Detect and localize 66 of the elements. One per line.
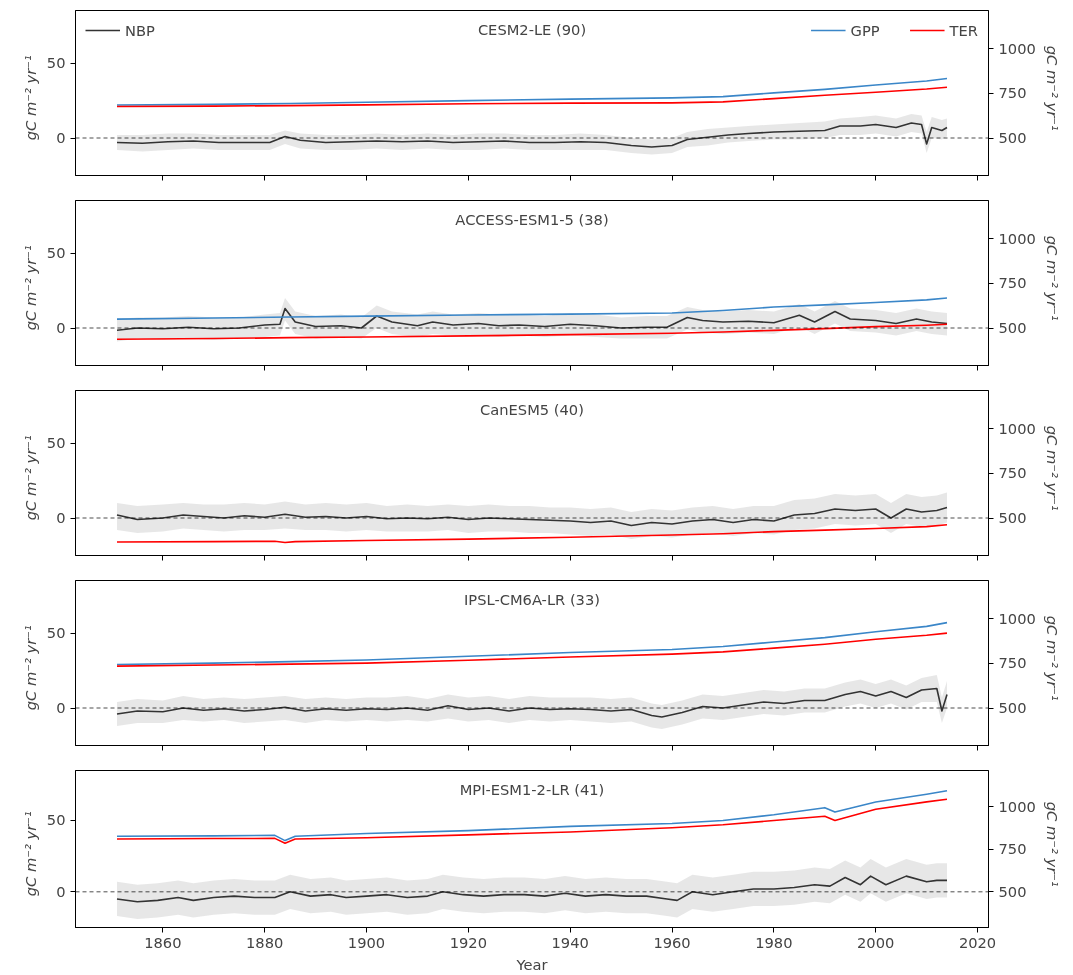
y-axis-title: gC m⁻² yr⁻¹ xyxy=(21,55,39,141)
y2-tick-label: 750 xyxy=(998,464,1027,482)
y2-tick-label: 750 xyxy=(998,654,1027,672)
line-series xyxy=(116,297,948,320)
y-tick-label: 50 xyxy=(46,811,66,829)
y2-tick-label: 1000 xyxy=(998,609,1036,627)
line-series xyxy=(116,506,948,527)
y2-tick-label: 500 xyxy=(998,129,1027,147)
y-tick-label: 50 xyxy=(46,54,66,71)
line-series xyxy=(116,524,948,544)
y2-tick-label: 500 xyxy=(998,509,1027,527)
y-axis-title: gC m⁻² yr⁻¹ xyxy=(21,811,39,897)
y-tick-label: 0 xyxy=(56,509,66,526)
legend-label: GPP xyxy=(850,21,880,39)
line-series xyxy=(116,621,948,666)
y2-tick-label: 500 xyxy=(998,319,1027,337)
y2-axis-title: gC m⁻² yr⁻¹ xyxy=(1043,801,1061,887)
y-tick-label: 0 xyxy=(56,882,66,900)
text: IPSL-CM6A-LR (33) xyxy=(464,590,600,608)
y2-tick-label: 750 xyxy=(998,840,1027,858)
y-tick-label: 0 xyxy=(56,129,66,146)
y2-axis-title: gC m⁻² yr⁻¹ xyxy=(1043,615,1061,701)
y2-axis-title: gC m⁻² yr⁻¹ xyxy=(1043,45,1061,131)
x-tick-label: 1960 xyxy=(653,933,691,951)
legend-label: TER xyxy=(949,21,978,39)
x-tick-label: 2020 xyxy=(958,933,997,951)
y2-tick-label: 1000 xyxy=(998,419,1036,437)
y-axis-title: gC m⁻² yr⁻¹ xyxy=(21,435,39,521)
y-tick-label: 0 xyxy=(56,699,66,716)
line-series xyxy=(116,307,948,332)
line-series xyxy=(116,323,948,341)
line-series xyxy=(116,632,948,667)
y-tick-label: 0 xyxy=(56,319,66,336)
x-tick-label: 1980 xyxy=(755,933,793,951)
y2-tick-label: 1000 xyxy=(998,229,1036,247)
x-tick-label: 2000 xyxy=(857,933,895,951)
y-axis-title: gC m⁻² yr⁻¹ xyxy=(21,625,39,711)
x-tick-label: 1940 xyxy=(551,933,589,951)
y-tick-label: 50 xyxy=(46,244,66,261)
y-tick-label: 50 xyxy=(46,624,66,641)
text: MPI-ESM1-2-LR (41) xyxy=(459,780,605,798)
x-tick-label: 1920 xyxy=(449,933,488,951)
line-series xyxy=(116,798,948,845)
x-tick-label: 1900 xyxy=(347,933,386,951)
line-series xyxy=(116,875,948,903)
text: CanESM5 (40) xyxy=(480,400,584,418)
line-series xyxy=(116,687,948,718)
y-axis-title: gC m⁻² yr⁻¹ xyxy=(21,245,39,331)
y2-tick-label: 1000 xyxy=(998,39,1036,57)
text: CESM2-LE (90) xyxy=(477,20,587,38)
line-series xyxy=(116,77,948,106)
y2-axis-title: gC m⁻² yr⁻¹ xyxy=(1043,425,1061,511)
y2-tick-label: 750 xyxy=(998,274,1027,292)
text: ACCESS-ESM1-5 (38) xyxy=(455,210,609,228)
x-tick-label: 1880 xyxy=(246,933,284,951)
y2-tick-label: 500 xyxy=(998,699,1027,717)
y2-tick-label: 750 xyxy=(998,84,1027,102)
y-tick-label: 50 xyxy=(46,434,66,451)
y2-tick-label: 500 xyxy=(998,882,1027,900)
y2-tick-label: 1000 xyxy=(998,797,1036,815)
legend-label: NBP xyxy=(125,21,155,39)
y2-axis-title: gC m⁻² yr⁻¹ xyxy=(1043,235,1061,321)
line-series xyxy=(116,122,948,148)
x-tick-label: 1860 xyxy=(144,933,182,951)
line-series xyxy=(116,86,948,108)
x-axis-title: Year xyxy=(515,955,549,973)
